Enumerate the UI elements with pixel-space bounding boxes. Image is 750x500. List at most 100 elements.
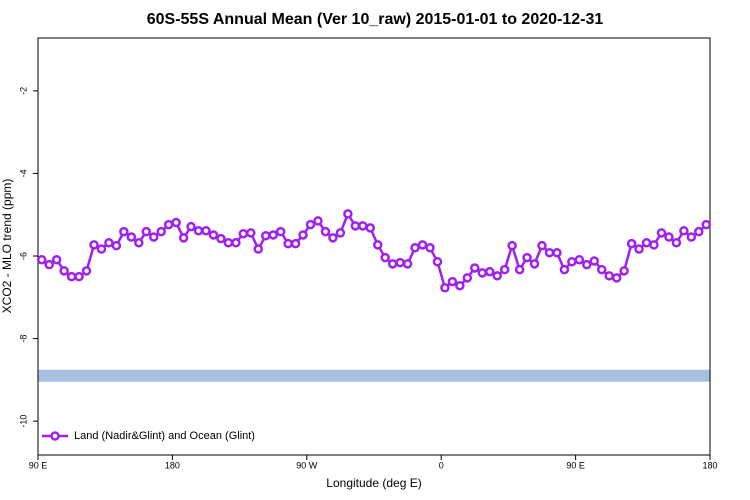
data-point <box>462 273 473 283</box>
data-point <box>634 244 644 254</box>
data-point <box>260 231 271 241</box>
x-axis-label: Longitude (deg E) <box>326 476 421 490</box>
data-point <box>44 259 54 270</box>
data-point <box>365 223 376 233</box>
data-point <box>350 221 361 231</box>
data-point <box>596 264 607 275</box>
data-point <box>81 266 92 276</box>
data-point <box>559 264 570 275</box>
data-point <box>223 238 234 248</box>
data-point <box>320 226 331 237</box>
data-point <box>268 230 278 240</box>
y-axis-label: XCO2 - MLO trend (ppm) <box>0 179 14 314</box>
data-point <box>104 238 114 248</box>
data-point <box>59 266 69 276</box>
data-point <box>507 240 517 251</box>
y-tick-label: -10 <box>18 415 28 428</box>
data-point <box>290 238 301 249</box>
y-tick-label: -8 <box>18 335 28 343</box>
data-point <box>275 226 286 237</box>
y-tick-label: -4 <box>18 169 28 177</box>
data-point <box>574 254 585 265</box>
data-point <box>178 233 189 243</box>
data-point <box>111 240 122 251</box>
data-point <box>410 242 420 253</box>
y-tick-label: -2 <box>18 87 28 95</box>
data-point <box>552 247 562 258</box>
data-point <box>171 217 181 228</box>
data-point <box>649 240 659 250</box>
x-tick-label: 90 E <box>29 460 48 470</box>
data-point <box>589 256 600 266</box>
data-point <box>51 254 62 265</box>
data-point <box>328 233 338 243</box>
data-point <box>208 230 219 240</box>
data-point <box>694 226 704 237</box>
data-point <box>387 259 398 269</box>
data-point <box>36 254 47 265</box>
data-point <box>372 240 383 250</box>
data-point <box>417 240 428 250</box>
data-point <box>529 259 540 269</box>
data-point <box>298 230 308 240</box>
data-point <box>537 240 547 251</box>
data-point <box>193 226 204 236</box>
data-point <box>402 259 413 269</box>
x-tick-label: 180 <box>702 460 717 470</box>
data-point <box>74 271 84 282</box>
data-point <box>492 271 502 281</box>
chart-title: 60S-55S Annual Mean (Ver 10_raw) 2015-01… <box>147 11 604 28</box>
data-point <box>582 259 592 270</box>
data-point <box>440 283 450 293</box>
data-point <box>231 238 241 248</box>
data-point <box>671 238 682 248</box>
data-point <box>148 232 159 242</box>
x-tick-label: 0 <box>439 460 444 470</box>
data-point <box>134 238 144 248</box>
data-point <box>484 266 495 277</box>
data-point <box>664 232 674 242</box>
x-tick-label: 90 W <box>296 460 318 470</box>
data-point <box>544 247 555 258</box>
data-point <box>246 228 256 238</box>
coverage-band <box>38 369 710 382</box>
data-point <box>253 244 264 254</box>
data-point <box>216 233 226 244</box>
data-point <box>641 238 652 248</box>
x-tick-label: 90 E <box>566 460 585 470</box>
data-point <box>604 271 614 281</box>
data-point <box>186 221 196 232</box>
data-point <box>358 221 368 231</box>
data-point <box>656 228 667 238</box>
data-point <box>679 226 689 236</box>
data-point <box>425 242 435 253</box>
data-point <box>335 228 346 238</box>
x-tick-label: 180 <box>165 460 180 470</box>
legend-marker <box>50 431 60 441</box>
y-tick-label: -6 <box>18 252 28 260</box>
data-point <box>470 263 480 273</box>
data-point <box>89 240 99 250</box>
data-point <box>686 232 697 242</box>
data-point <box>567 257 577 267</box>
data-point <box>119 226 129 237</box>
data-point <box>141 226 152 237</box>
data-point <box>514 264 525 275</box>
data-point <box>522 252 532 263</box>
data-point <box>126 232 137 242</box>
plot-frame <box>37 37 711 456</box>
data-point <box>447 276 458 287</box>
data-point <box>66 271 77 282</box>
data-point <box>455 280 465 291</box>
data-point <box>380 252 390 263</box>
data-point <box>626 238 637 249</box>
data-point <box>238 228 249 239</box>
data-point <box>619 266 629 276</box>
data-point <box>305 219 316 230</box>
data-point <box>163 219 174 230</box>
data-point <box>283 238 293 249</box>
data-point <box>477 268 488 278</box>
data-point <box>201 226 211 236</box>
